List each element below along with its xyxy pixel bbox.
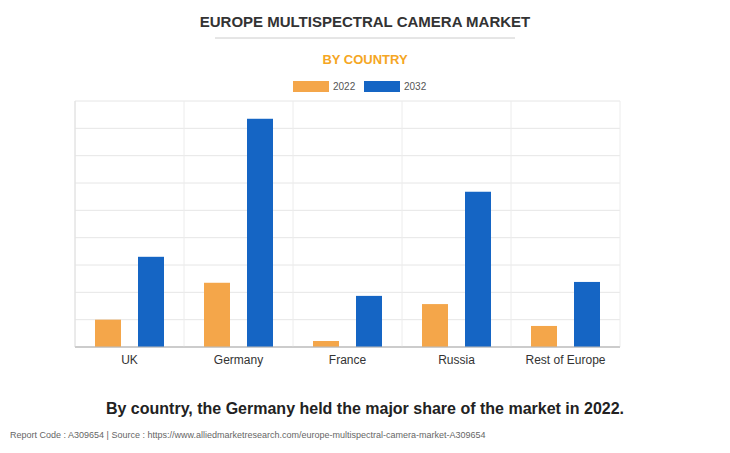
title: EUROPE MULTISPECTRAL CAMERA MARKET <box>200 13 531 30</box>
grid-line <box>75 101 620 102</box>
bar <box>95 320 121 347</box>
x-tick-label: UK <box>121 353 138 367</box>
grid-line-vertical <box>511 101 512 347</box>
source-note: Report Code : A309654 | Source : https:/… <box>10 430 486 440</box>
bar <box>356 296 382 347</box>
bar <box>422 304 448 347</box>
grid-line-vertical <box>293 101 294 347</box>
x-tick-label: Germany <box>214 353 263 367</box>
legend-item: 2022 <box>293 81 356 92</box>
x-tick-label: Russia <box>438 353 475 367</box>
bar <box>465 192 491 347</box>
chart: EUROPE MULTISPECTRAL CAMERA MARKET BY COU… <box>0 0 730 453</box>
x-tick-label: France <box>329 353 367 367</box>
bar <box>247 119 273 347</box>
grid-line <box>75 183 620 184</box>
grid-line <box>75 210 620 211</box>
grid-line <box>75 128 620 129</box>
subtitle: BY COUNTRY <box>322 52 408 67</box>
grid-line-vertical <box>184 101 185 347</box>
bar <box>531 326 557 347</box>
legend-label: 2022 <box>333 81 356 92</box>
bar <box>138 257 164 347</box>
bar <box>574 282 600 347</box>
legend-item: 2032 <box>364 81 427 92</box>
grid-line <box>75 155 620 156</box>
legend-label: 2032 <box>404 81 427 92</box>
legend-swatch <box>293 81 329 92</box>
bar <box>313 341 339 347</box>
x-axis-line <box>75 347 620 348</box>
caption: By country, the Germany held the major s… <box>106 400 624 417</box>
title-rule <box>215 38 515 39</box>
bars <box>95 119 600 347</box>
grid-line-vertical <box>402 101 403 347</box>
x-tick-label: Rest of Europe <box>525 353 605 367</box>
grid-line <box>75 347 620 348</box>
legend-swatch <box>364 81 400 92</box>
grid-line-vertical <box>620 101 621 347</box>
grid-line-vertical <box>75 101 76 347</box>
grid-line <box>75 237 620 238</box>
y-axis-line <box>75 101 76 347</box>
bar <box>204 283 230 347</box>
